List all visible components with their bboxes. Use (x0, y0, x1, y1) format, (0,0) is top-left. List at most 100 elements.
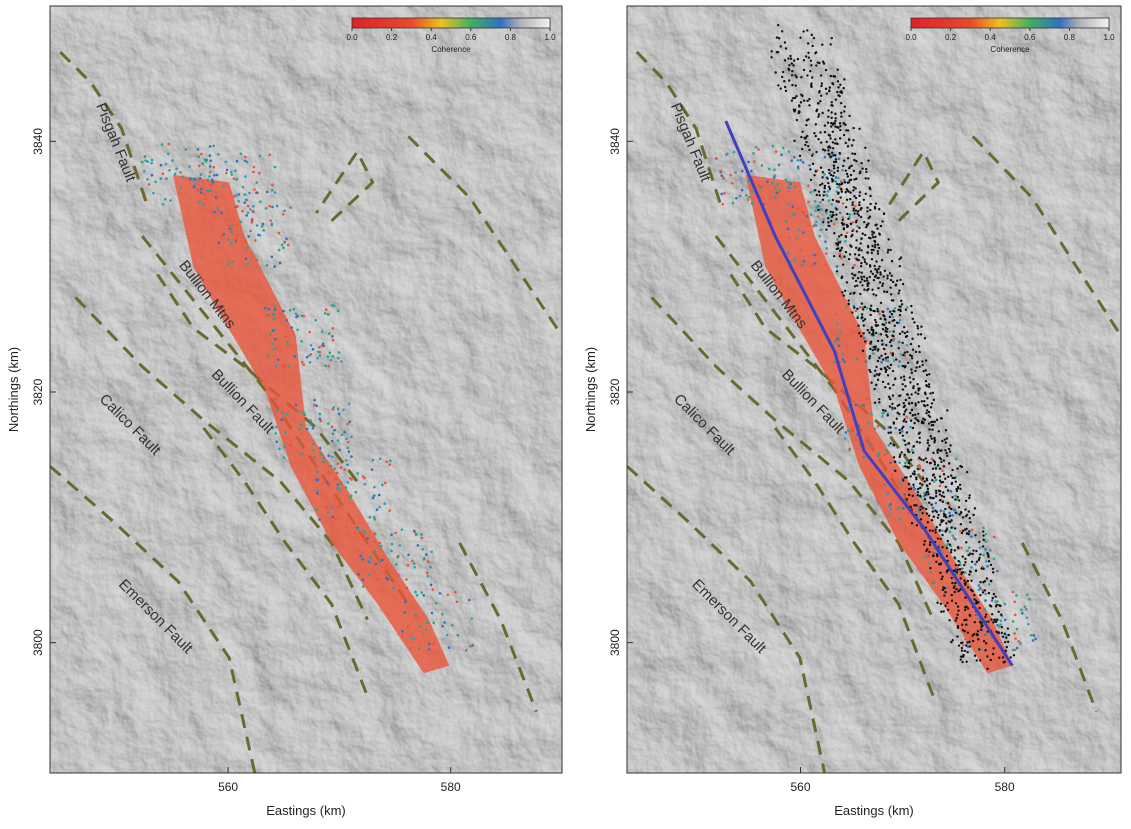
aftershock (954, 498, 956, 500)
aftershock (918, 456, 920, 458)
aftershock (954, 582, 956, 584)
speckle (200, 191, 203, 194)
aftershock (782, 71, 784, 73)
speckle (331, 426, 334, 429)
speckle (928, 562, 931, 565)
speckle (866, 307, 869, 310)
aftershock (832, 141, 834, 143)
aftershock (968, 530, 970, 532)
aftershock (916, 524, 918, 526)
speckle (787, 190, 790, 193)
aftershock (841, 182, 843, 184)
speckle (838, 344, 841, 347)
aftershock (801, 95, 803, 97)
aftershock (793, 110, 795, 112)
aftershock (817, 209, 819, 211)
aftershock (848, 167, 850, 169)
aftershock (873, 388, 875, 390)
speckle (429, 566, 432, 569)
speckle (151, 159, 154, 162)
aftershock (904, 365, 906, 367)
speckle (761, 164, 764, 167)
aftershock (929, 529, 931, 531)
aftershock (870, 270, 872, 272)
speckle (782, 147, 785, 150)
speckle (413, 566, 416, 569)
aftershock (870, 305, 872, 307)
speckle (235, 178, 238, 181)
aftershock (940, 461, 942, 463)
speckle (814, 210, 817, 213)
aftershock (958, 564, 960, 566)
aftershock (871, 252, 873, 254)
speckle (188, 165, 191, 168)
aftershock (915, 366, 917, 368)
aftershock (852, 127, 854, 129)
aftershock (950, 594, 952, 596)
speckle (215, 198, 218, 201)
aftershock (860, 262, 862, 264)
speckle (984, 593, 987, 596)
speckle (373, 486, 376, 489)
aftershock (904, 385, 906, 387)
aftershock (941, 546, 943, 548)
aftershock (924, 498, 926, 500)
aftershock (985, 642, 987, 644)
aftershock (811, 34, 813, 36)
speckle (244, 240, 247, 243)
aftershock (930, 421, 932, 423)
aftershock (970, 580, 972, 582)
aftershock (808, 57, 810, 59)
aftershock (777, 84, 779, 86)
aftershock (985, 613, 987, 615)
aftershock (957, 609, 959, 611)
speckle (391, 543, 394, 546)
speckle (369, 560, 372, 563)
aftershock (825, 228, 827, 230)
aftershock (835, 158, 837, 160)
aftershock (964, 508, 966, 510)
aftershock (982, 581, 984, 583)
speckle (1019, 642, 1022, 645)
aftershock (935, 495, 937, 497)
speckle (1004, 619, 1007, 622)
speckle (262, 223, 265, 226)
colorbar (352, 18, 550, 28)
aftershock (972, 549, 974, 551)
speckle (948, 512, 951, 515)
colorbar-tick-label: 0.4 (426, 33, 438, 42)
speckle (469, 645, 472, 648)
speckle (247, 211, 250, 214)
aftershock (990, 564, 992, 566)
speckle (983, 608, 986, 611)
aftershock (954, 549, 956, 551)
aftershock (927, 442, 929, 444)
speckle (327, 313, 330, 316)
aftershock (921, 420, 923, 422)
aftershock (936, 555, 938, 557)
aftershock (875, 202, 877, 204)
aftershock (842, 219, 844, 221)
aftershock (1006, 646, 1008, 648)
speckle (350, 455, 353, 458)
aftershock (877, 360, 879, 362)
aftershock (940, 519, 942, 521)
speckle (273, 313, 276, 316)
speckle (849, 213, 852, 216)
colorbar-tick-label: 0.8 (505, 33, 517, 42)
aftershock (976, 561, 978, 563)
x-tick-label: 560 (218, 780, 238, 794)
aftershock (817, 102, 819, 104)
aftershock (821, 112, 823, 114)
speckle (271, 255, 274, 258)
aftershock (987, 620, 989, 622)
aftershock (853, 195, 855, 197)
aftershock (925, 550, 927, 552)
aftershock (982, 568, 984, 570)
aftershock (955, 588, 957, 590)
aftershock (935, 492, 937, 494)
aftershock (978, 557, 980, 559)
speckle (769, 197, 772, 200)
aftershock (913, 321, 915, 323)
aftershock (827, 116, 829, 118)
